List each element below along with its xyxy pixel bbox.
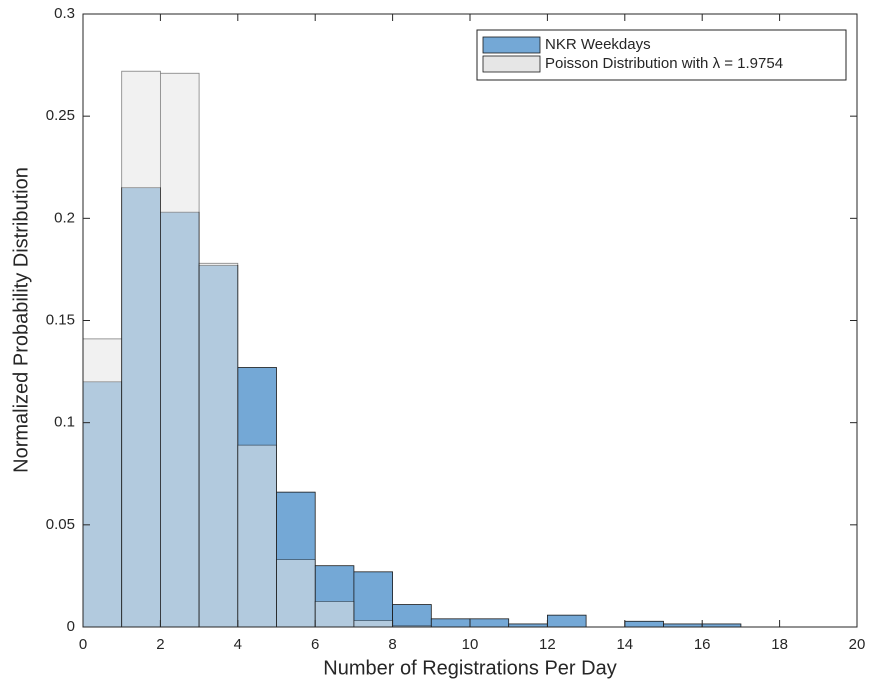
legend-label: Poisson Distribution with λ = 1.9754 xyxy=(545,55,783,72)
histogram-bar xyxy=(469,618,510,628)
x-tick-label: 0 xyxy=(79,636,87,653)
y-tick-label: 0.15 xyxy=(46,311,75,328)
y-tick-label: 0.05 xyxy=(46,516,75,533)
x-tick-label: 4 xyxy=(234,636,242,653)
legend: NKR Weekdays Poisson Distribution with λ … xyxy=(476,29,847,81)
plot-area xyxy=(82,70,742,628)
x-tick-label: 10 xyxy=(462,636,479,653)
legend-swatch xyxy=(482,36,541,54)
histogram-bar xyxy=(547,614,587,628)
x-tick-label: 6 xyxy=(311,636,319,653)
y-axis-title: Normalized Probability Distribution xyxy=(10,167,32,473)
x-tick-label: 8 xyxy=(388,636,396,653)
histogram-bar xyxy=(121,70,161,628)
x-tick-label: 14 xyxy=(616,636,633,653)
series-group xyxy=(82,70,432,628)
histogram-bar xyxy=(276,559,316,628)
legend-swatch xyxy=(482,55,541,73)
legend-label: NKR Weekdays xyxy=(545,36,651,53)
y-tick-label: 0.3 xyxy=(54,5,75,22)
histogram-bar xyxy=(624,620,664,628)
x-tick-label: 12 xyxy=(539,636,556,653)
histogram-bar xyxy=(159,72,200,628)
histogram-bar xyxy=(353,571,393,628)
x-tick-label: 2 xyxy=(156,636,164,653)
y-tick-label: 0.1 xyxy=(54,414,75,431)
histogram-bar xyxy=(353,620,393,628)
x-tick-label: 16 xyxy=(694,636,711,653)
histogram-bar xyxy=(314,601,355,628)
y-tick-label: 0 xyxy=(67,618,75,635)
histogram-bar xyxy=(392,604,432,628)
x-axis-title: Number of Registrations Per Day xyxy=(323,657,616,679)
y-tick-label: 0.25 xyxy=(46,107,75,124)
histogram-bar xyxy=(237,444,277,628)
histogram-bar xyxy=(82,338,123,628)
y-tick-label: 0.2 xyxy=(54,209,75,226)
histogram-bar xyxy=(430,618,471,628)
x-tick-label: 20 xyxy=(849,636,866,653)
x-tick-label: 18 xyxy=(771,636,788,653)
histogram-bar xyxy=(198,262,239,628)
